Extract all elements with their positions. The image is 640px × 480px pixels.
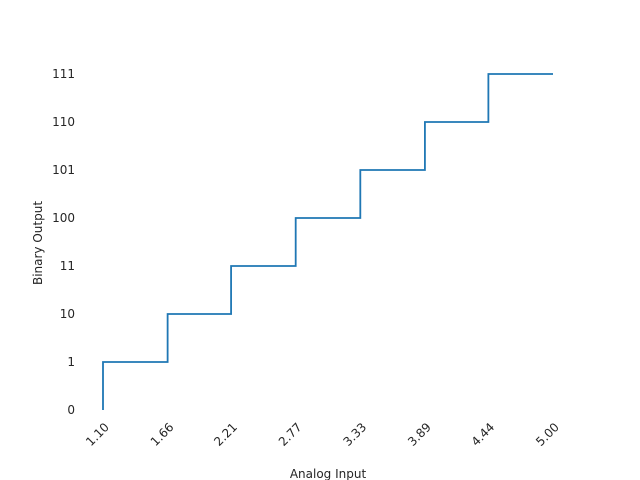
x-tick-label: 1.66 xyxy=(148,420,177,449)
y-tick-label: 101 xyxy=(52,163,75,177)
step-line-series xyxy=(102,73,553,410)
x-tick-label: 3.33 xyxy=(340,420,369,449)
y-tick-label: 1 xyxy=(67,355,75,369)
x-tick-label: 2.21 xyxy=(211,420,240,449)
y-tick-label: 0 xyxy=(67,403,75,417)
y-tick-label: 110 xyxy=(52,115,75,129)
x-tick-label: 3.89 xyxy=(405,420,434,449)
x-tick-label: 1.10 xyxy=(83,420,112,449)
x-tick-label: 4.44 xyxy=(469,420,498,449)
x-tick-label: 5.00 xyxy=(533,420,562,449)
y-tick-label: 11 xyxy=(60,259,75,273)
x-axis-label: Analog Input xyxy=(290,467,367,480)
y-tick-label: 100 xyxy=(52,211,75,225)
x-tick-label: 2.77 xyxy=(276,420,305,449)
y-axis-label: Binary Output xyxy=(31,201,45,285)
y-tick-label: 10 xyxy=(60,307,75,321)
plot-area xyxy=(102,73,553,410)
x-axis-ticks: 1.10 1.66 2.21 2.77 3.33 3.89 4.44 5.00 xyxy=(83,420,562,449)
y-tick-label: 111 xyxy=(52,67,75,81)
